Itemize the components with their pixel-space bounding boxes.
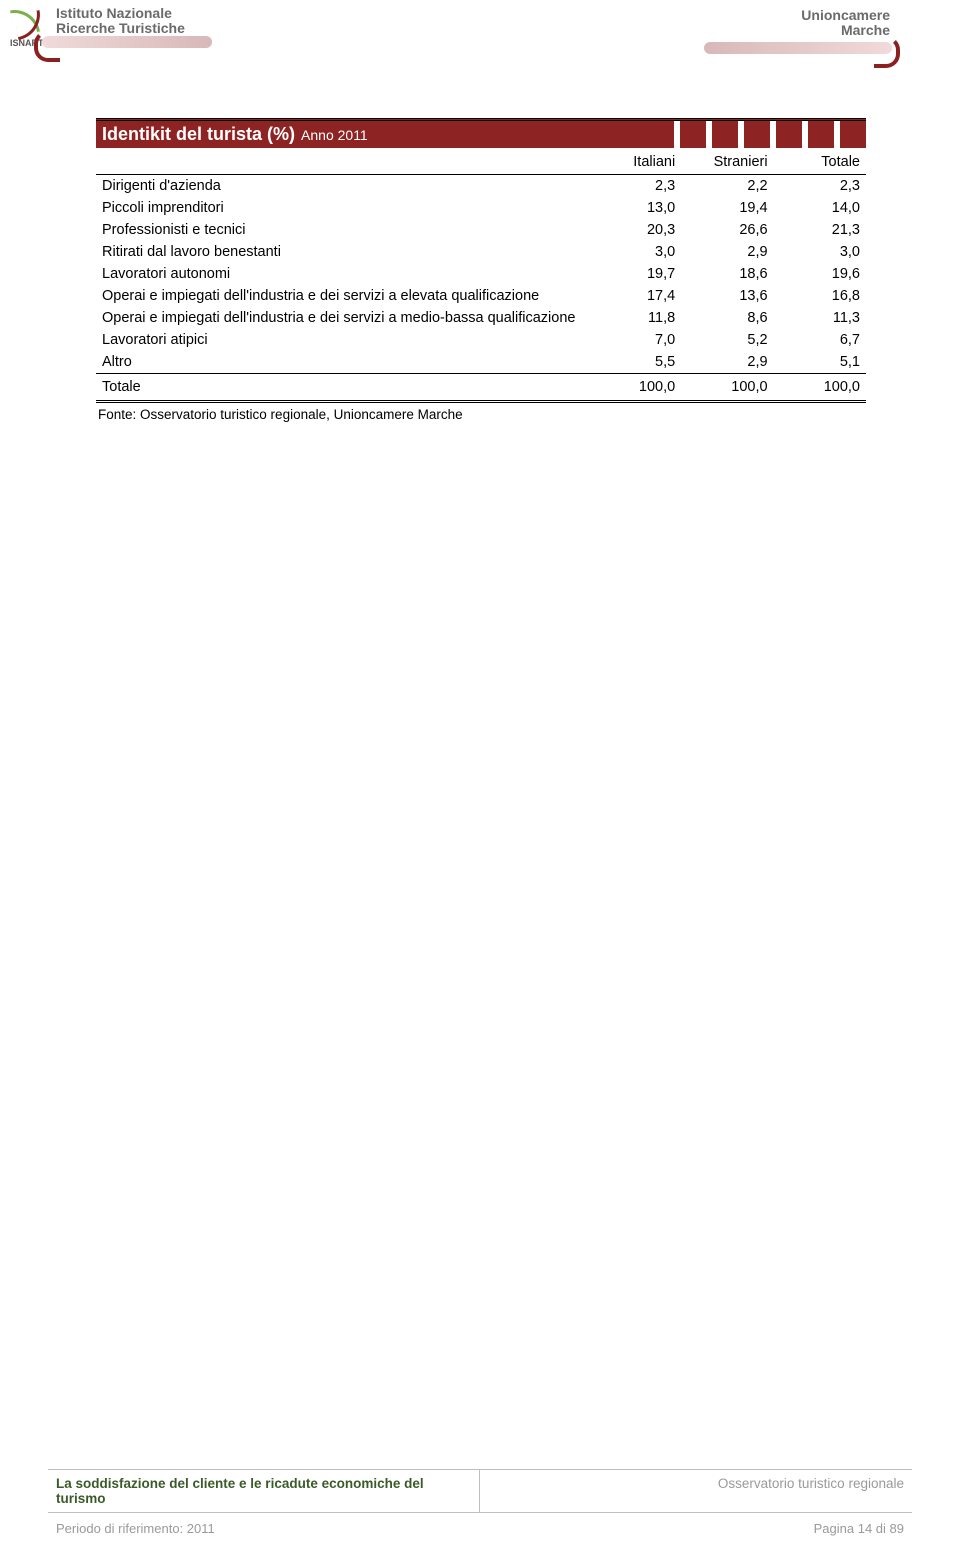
cell: 2,9	[681, 241, 773, 263]
header-right: Unioncamere Marche	[801, 8, 890, 38]
footer-right: Osservatorio turistico regionale	[480, 1470, 912, 1512]
cell: 20,3	[589, 219, 681, 241]
page-footer: La soddisfazione del cliente e le ricadu…	[48, 1469, 912, 1536]
row-label: Operai e impiegati dell'industria e dei …	[96, 307, 589, 329]
cell: 2,3	[589, 175, 681, 198]
total-row: Totale100,0100,0100,0	[96, 374, 866, 401]
cell: 11,3	[774, 307, 866, 329]
cell: 11,8	[589, 307, 681, 329]
page: ISNART Istituto Nazionale Ricerche Turis…	[0, 0, 960, 1566]
cell: 5,5	[589, 351, 681, 374]
table-body: Dirigenti d'azienda2,32,22,3Piccoli impr…	[96, 175, 866, 401]
table-source: Fonte: Osservatorio turistico regionale,…	[96, 403, 866, 422]
cell: 13,0	[589, 197, 681, 219]
cell: 16,8	[774, 285, 866, 307]
total-cell: 100,0	[589, 374, 681, 401]
table-header-row: ItalianiStranieriTotale	[96, 148, 866, 175]
header-left-text: Istituto Nazionale Ricerche Turistiche	[56, 6, 185, 36]
col-header: Italiani	[589, 148, 681, 175]
col-header: Totale	[774, 148, 866, 175]
row-label: Lavoratori autonomi	[96, 263, 589, 285]
row-label: Altro	[96, 351, 589, 374]
table-row: Lavoratori autonomi19,718,619,6	[96, 263, 866, 285]
row-label: Dirigenti d'azienda	[96, 175, 589, 198]
cell: 17,4	[589, 285, 681, 307]
cell: 2,9	[681, 351, 773, 374]
footer-row2: Periodo di riferimento: 2011 Pagina 14 d…	[48, 1513, 912, 1536]
cell: 19,4	[681, 197, 773, 219]
row-label: Lavoratori atipici	[96, 329, 589, 351]
row-label: Operai e impiegati dell'industria e dei …	[96, 285, 589, 307]
cell: 19,7	[589, 263, 681, 285]
header-right-bar	[704, 42, 892, 54]
col-header: Stranieri	[681, 148, 773, 175]
table-row: Operai e impiegati dell'industria e dei …	[96, 307, 866, 329]
table-row: Piccoli imprenditori13,019,414,0	[96, 197, 866, 219]
col-header	[96, 148, 589, 175]
total-cell: 100,0	[774, 374, 866, 401]
cell: 2,3	[774, 175, 866, 198]
table-title-suffix: Anno 2011	[301, 127, 368, 143]
row-label: Professionisti e tecnici	[96, 219, 589, 241]
footer-period: Periodo di riferimento: 2011	[56, 1521, 215, 1536]
row-label: Ritirati dal lavoro benestanti	[96, 241, 589, 263]
inrt-line2: Ricerche Turistiche	[56, 21, 185, 36]
data-table-wrap: Identikit del turista (%) Anno 2011 Ital…	[96, 118, 866, 422]
cell: 6,7	[774, 329, 866, 351]
table-row: Altro5,52,95,1	[96, 351, 866, 374]
uc-line1: Unioncamere	[801, 8, 890, 23]
cell: 3,0	[774, 241, 866, 263]
header-left-bar	[42, 36, 212, 48]
footer-row1: La soddisfazione del cliente e le ricadu…	[48, 1469, 912, 1513]
table-row: Lavoratori atipici7,05,26,7	[96, 329, 866, 351]
total-label: Totale	[96, 374, 589, 401]
cell: 18,6	[681, 263, 773, 285]
cell: 8,6	[681, 307, 773, 329]
table-title-main: Identikit del turista (%)	[102, 124, 295, 145]
cell: 13,6	[681, 285, 773, 307]
total-cell: 100,0	[681, 374, 773, 401]
title-bar-ticks	[674, 121, 866, 148]
table-row: Dirigenti d'azienda2,32,22,3	[96, 175, 866, 198]
table-row: Operai e impiegati dell'industria e dei …	[96, 285, 866, 307]
table-row: Professionisti e tecnici20,326,621,3	[96, 219, 866, 241]
cell: 7,0	[589, 329, 681, 351]
cell: 3,0	[589, 241, 681, 263]
cell: 14,0	[774, 197, 866, 219]
cell: 5,1	[774, 351, 866, 374]
cell: 5,2	[681, 329, 773, 351]
table-title-bar: Identikit del turista (%) Anno 2011	[96, 118, 866, 148]
table-row: Ritirati dal lavoro benestanti3,02,93,0	[96, 241, 866, 263]
inrt-line1: Istituto Nazionale	[56, 6, 185, 21]
cell: 21,3	[774, 219, 866, 241]
cell: 26,6	[681, 219, 773, 241]
row-label: Piccoli imprenditori	[96, 197, 589, 219]
data-table: ItalianiStranieriTotale Dirigenti d'azie…	[96, 148, 866, 400]
cell: 2,2	[681, 175, 773, 198]
footer-left: La soddisfazione del cliente e le ricadu…	[48, 1470, 480, 1512]
footer-page: Pagina 14 di 89	[814, 1521, 904, 1536]
cell: 19,6	[774, 263, 866, 285]
